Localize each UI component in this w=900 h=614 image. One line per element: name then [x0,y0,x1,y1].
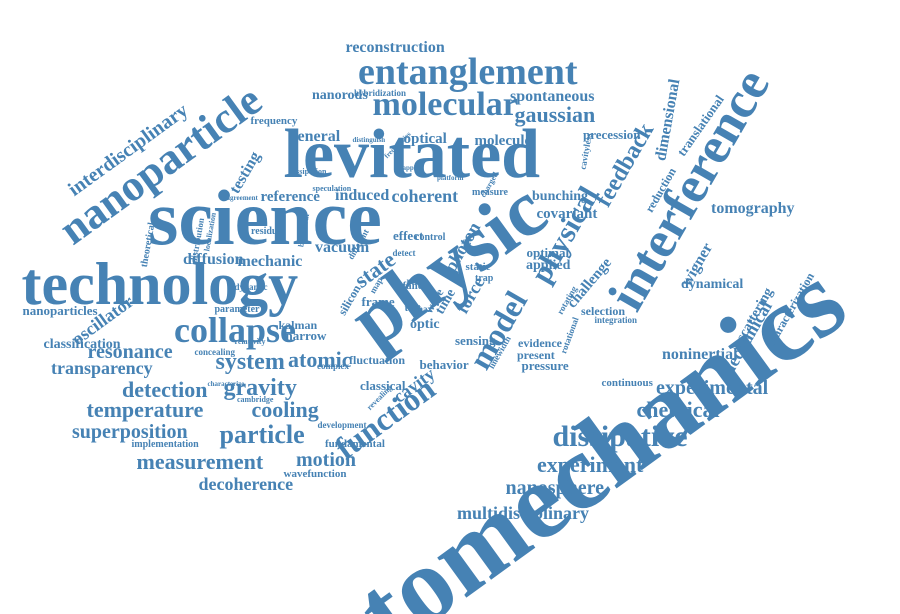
cloud-word: relativity [234,337,266,346]
cloud-word: reference [260,188,320,205]
cloud-word: dynamic [234,281,268,292]
cloud-word: optical [403,130,447,147]
cloud-word: narrow [285,327,327,343]
cloud-word: agreement [226,193,258,202]
cloud-word: coherent [391,186,459,206]
cloud-word: molecule [474,132,532,149]
cloud-word: vacuum [315,239,370,256]
cloud-word: classification [43,337,121,352]
cloud-word: rotational [558,315,581,355]
cloud-word: trapping [397,163,424,172]
cloud-word: speculation [312,184,352,193]
cloud-word: motion [296,449,356,471]
cloud-word: detection [122,377,208,402]
cloud-word: sensing [455,332,496,348]
cloud-word: selection [581,304,625,318]
cloud-word: technology [21,251,299,317]
cloud-word: parameter [214,304,260,315]
cloud-word: dynamical [681,277,744,292]
cloud-word: frame [361,293,395,309]
cloud-word: continuous [601,376,653,389]
cloud-word: kalman [278,318,318,332]
cloud-word: frequency [250,114,298,127]
cloud-word: trap [475,273,494,284]
cloud-word: experimental [656,377,769,399]
cloud-word: chemical [636,397,720,422]
cloud-word: applied [526,258,571,273]
cloud-word: implementation [131,439,199,450]
cloud-word: temperature [86,397,204,422]
cloud-word: behavior [419,356,469,372]
cloud-word: multidisciplinary [457,503,590,523]
cloud-word: classical [360,377,406,393]
cloud-word: noninertial [662,346,738,363]
cloud-word: evidence [518,336,562,350]
cloud-word: nanosphere [505,477,605,499]
cloud-word: pressure [521,357,569,373]
cloud-word: experiment [537,452,644,477]
cloud-word: transparency [51,358,153,378]
cloud-word: science [148,174,382,261]
cloud-word: fluctuation [349,353,406,367]
cloud-word: atomic [288,347,352,372]
cloud-word: particle [219,420,305,449]
cloud-word: covariant [536,205,598,222]
cloud-word: dissipative [552,420,688,453]
cloud-word: characterize [207,379,245,388]
cloud-word: present [517,348,555,362]
cloud-word: spontaneous [510,88,595,105]
cloud-word: development [317,419,367,430]
cloud-word: reconstruction [345,39,445,56]
cloud-word: cavityless [577,132,594,170]
cloud-word: superposition [72,421,188,443]
cloud-word: bunching [532,189,589,204]
cloud-word: collapse [174,310,296,350]
cloud-word: entanglement [358,51,578,93]
cloud-word: residual [251,226,286,237]
cloud-word: precession [583,126,641,142]
cloud-word: tomography [711,200,795,217]
cloud-word: control [415,232,446,243]
cloud-word: nanorods [312,88,368,103]
cloud-word: cooling [251,397,319,422]
cloud-word: decoherence [198,474,294,494]
cloud-word: molecular [372,86,518,123]
cloud-word: test [404,301,422,314]
cloud-word: general [289,128,341,145]
cloud-word: measure [472,187,508,198]
cloud-word: platform [437,173,464,182]
cloud-word: optic [410,317,440,332]
cloud-word: gaussian [514,102,596,127]
cloud-word: static [465,260,491,273]
cloud-word: cambridge [237,395,274,404]
cloud-word: diffusion [183,251,244,268]
cloud-word: gravity [223,375,297,401]
cloud-word: distinguish [352,135,386,144]
cloud-word: hybridization [354,87,407,98]
cloud-word: effect [393,227,424,243]
cloud-word: fundamental [325,437,385,450]
cloud-word: detect [392,247,416,258]
cloud-word: wavefunction [283,467,347,480]
cloud-word: fano [402,279,424,292]
cloud-word: real [406,275,422,286]
cloud-word: integration [594,314,638,325]
cloud-word: dissipation [289,167,327,176]
cloud-word: system [215,349,285,375]
cloud-word: nanoparticles [22,302,98,318]
cloud-word: max [415,303,433,314]
cloud-word: complex [317,360,349,371]
cloud-word: optimal [526,244,570,260]
cloud-word: induced [335,187,390,204]
cloud-word: resonance [87,341,173,363]
cloud-word: measurement [136,449,264,474]
cloud-word: levitated [283,116,541,193]
cloud-word: mechanic [237,253,303,270]
cloud-word: concealing [194,346,236,357]
